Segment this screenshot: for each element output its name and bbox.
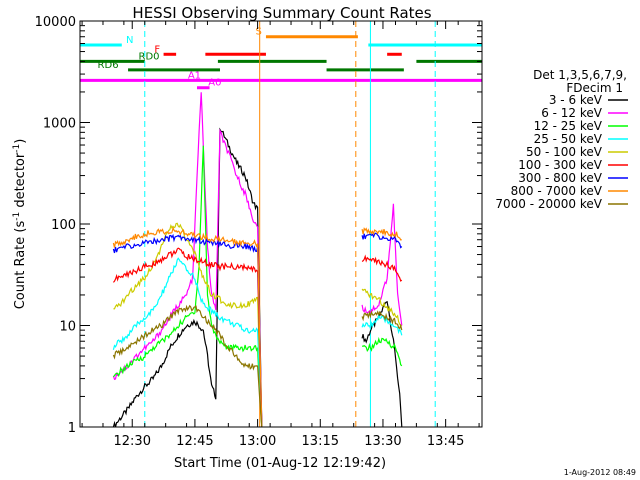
x-tick-label: 13:45 <box>427 434 464 449</box>
series-line <box>112 145 263 428</box>
legend-header: Det 1,3,5,6,7,9, <box>533 68 627 82</box>
footer-timestamp: 1-Aug-2012 08:49 <box>564 468 636 477</box>
series-layer <box>112 92 403 428</box>
y-tick-label: 10000 <box>35 15 76 30</box>
series-line <box>112 233 263 428</box>
y-tick-label: 1 <box>68 421 76 436</box>
y-axis-label: Count Rate (s-1 detector-1) <box>12 139 28 310</box>
x-tick-label: 13:15 <box>302 434 339 449</box>
x-axis-ticks: 12:30 12:45 13:00 13:15 13:30 13:45 <box>81 21 480 449</box>
y-axis-label-part: detector <box>13 152 28 212</box>
flag-label-rd0: RD0 <box>139 51 160 62</box>
series-line <box>112 247 263 428</box>
series-line <box>361 300 403 428</box>
legend-label: 7000 - 20000 keV <box>495 197 602 211</box>
legend-label: 50 - 100 keV <box>526 145 603 159</box>
series-line <box>361 232 403 249</box>
flag-label-f: F <box>154 44 160 55</box>
series-line <box>112 92 263 428</box>
y-tick-label: 1000 <box>43 117 76 132</box>
flag-label-a0: A0 <box>208 78 221 89</box>
x-tick-label: 13:00 <box>239 434 276 449</box>
flag-label-s: S <box>256 27 262 38</box>
legend-label: 25 - 50 keV <box>534 132 603 146</box>
series-line <box>362 336 403 367</box>
plot-frame <box>79 20 483 428</box>
flag-label-rd6: RD6 <box>98 60 119 71</box>
x-tick-label: 13:30 <box>364 434 401 449</box>
legend-label: 6 - 12 keV <box>541 106 603 120</box>
series-line <box>361 227 402 241</box>
flag-label-n: N <box>126 35 133 46</box>
series-line <box>112 127 263 428</box>
y-axis-label-part: Count Rate (s <box>13 221 28 310</box>
series-line <box>361 310 403 331</box>
chart-title: HESSI Observing Summary Count Rates <box>132 4 431 22</box>
y-axis-label-superscript: -1 <box>12 212 22 221</box>
x-axis-label: Start Time (01-Aug-12 12:19:42) <box>174 456 386 471</box>
legend-subheader: FDecim 1 <box>566 81 623 95</box>
legend-label: 12 - 25 keV <box>534 119 603 133</box>
series-line <box>361 288 402 327</box>
series-line <box>112 257 263 428</box>
y-tick-label: 100 <box>51 218 76 233</box>
legend-label: 300 - 800 keV <box>518 171 602 185</box>
legend-label: 3 - 6 keV <box>549 93 603 107</box>
y-axis-label-superscript: -1 <box>12 144 22 153</box>
flag-label-a1: A1 <box>188 70 201 81</box>
series-line <box>112 226 263 428</box>
series-line <box>361 203 403 326</box>
x-tick-label: 12:45 <box>176 434 213 449</box>
y-axis-ticks: 1 10 100 1000 10000 <box>35 15 482 436</box>
series-line <box>361 313 403 336</box>
y-tick-label: 10 <box>59 320 76 335</box>
legend-label: 100 - 300 keV <box>518 158 602 172</box>
x-tick-label: 12:30 <box>114 434 151 449</box>
legend-label: 800 - 7000 keV <box>511 184 603 198</box>
series-line <box>112 304 263 428</box>
y-axis-label-part: ) <box>13 139 28 144</box>
series-line <box>361 254 403 282</box>
series-line <box>113 222 263 428</box>
